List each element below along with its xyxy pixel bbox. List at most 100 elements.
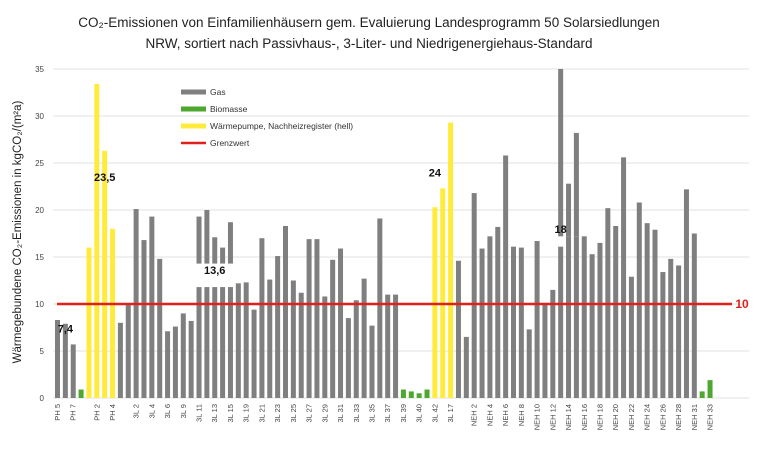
bar-series: [55, 84, 713, 398]
x-tick-3l-17: 3L 17: [446, 404, 455, 423]
annotation-4: 24: [429, 167, 442, 179]
bar-60: [518, 247, 524, 398]
bar-14: [157, 258, 163, 398]
x-tick-neh-16: NEH 16: [580, 404, 589, 430]
bar-58: [503, 155, 509, 398]
x-tick-3l-23: 3L 23: [273, 404, 282, 423]
overlay-bar-1: [196, 216, 202, 264]
x-tick-neh-14: NEH 14: [564, 404, 573, 430]
bar-32: [298, 292, 304, 398]
bar-10: [125, 304, 131, 398]
x-tick-3l-39: 3L 39: [399, 404, 408, 423]
bar-70: [597, 242, 603, 398]
bar-67: [573, 236, 579, 398]
x-tick-3l-33: 3L 33: [352, 404, 361, 423]
bar-15: [165, 331, 171, 398]
y-axis-label: Wärmegebundene CO₂-Emissionen in kgCO₂/(…: [12, 101, 24, 364]
legend: Gas Biomasse Wärmepumpe, Nachheizregister …: [181, 87, 353, 148]
bar-17: [180, 313, 186, 398]
bar-39: [353, 300, 359, 398]
bar-45: [400, 389, 406, 398]
x-tick-3l-11: 3L 11: [195, 404, 204, 422]
x-tick-neh-26: NEH 26: [658, 404, 667, 430]
bar-63: [542, 303, 548, 398]
bar-53: [463, 336, 469, 398]
bar-84: [707, 380, 713, 398]
x-tick-3l-25: 3L 25: [289, 404, 298, 423]
bar-69: [589, 254, 595, 398]
x-tick-3l-27: 3L 27: [305, 404, 314, 423]
overlay-bar-3: [212, 237, 218, 264]
y-tick-15: 15: [35, 253, 44, 262]
x-tick-3l-42: 3L 42: [430, 404, 439, 423]
y-tick-20: 20: [35, 206, 44, 215]
bar-76: [644, 223, 650, 398]
overlay-bar-2: [204, 210, 210, 264]
bar-12: [141, 240, 147, 398]
x-tick-neh-4: NEH 4: [485, 404, 494, 426]
bar-27: [259, 238, 265, 398]
bar-81: [683, 189, 689, 398]
bar-57: [495, 226, 501, 398]
bar-78: [660, 272, 666, 398]
legend-swatch-biomass: [181, 106, 206, 112]
bar-79: [668, 258, 674, 398]
bar-6: [94, 84, 100, 398]
bar-54: [471, 193, 477, 398]
legend-label-limit: Grenzwert: [210, 138, 250, 148]
legend-swatch-gas: [181, 89, 206, 95]
overlay-bar-6: [558, 69, 564, 237]
overlay-bars: [196, 69, 579, 264]
bar-50: [440, 188, 446, 398]
bar-47: [416, 393, 422, 398]
bar-29: [275, 256, 281, 398]
x-tick-neh-24: NEH 24: [643, 404, 652, 430]
annotation-1: 7,4: [58, 323, 74, 335]
x-tick-neh-8: NEH 8: [517, 404, 526, 426]
bar-2: [62, 323, 68, 398]
bar-34: [314, 239, 320, 398]
bar-42: [377, 218, 383, 398]
y-tick-5: 5: [40, 347, 45, 356]
bar-73: [621, 157, 627, 398]
overlay-bar-7: [566, 183, 572, 237]
legend-label-gas: Gas: [210, 87, 226, 97]
bar-13: [149, 216, 155, 398]
bar-68: [581, 236, 587, 398]
chart-title-line1: CO₂-Emissionen von Einfamilienhäusern ge…: [78, 15, 660, 30]
x-tick-3l-13: 3L 13: [210, 404, 219, 423]
y-tick-10: 10: [35, 300, 44, 309]
annotation-5: 18: [555, 224, 567, 236]
bar-56: [487, 236, 493, 398]
limit-label: 10: [735, 297, 749, 311]
bar-35: [322, 296, 328, 398]
overlay-bar-8: [573, 132, 579, 237]
bar-66: [566, 236, 572, 398]
bar-46: [408, 391, 414, 398]
bar-74: [628, 276, 634, 398]
y-tick-0: 0: [40, 394, 45, 403]
bar-24: [235, 283, 241, 398]
chart-title-line2: NRW, sortiert nach Passivhaus-, 3-Liter-…: [146, 36, 593, 51]
bar-75: [636, 202, 642, 398]
y-tick-25: 25: [35, 159, 44, 168]
y-tick-30: 30: [35, 112, 44, 121]
x-tick-3l-9: 3L 9: [179, 404, 188, 418]
x-tick-neh-20: NEH 20: [611, 404, 620, 430]
bar-59: [510, 246, 516, 398]
bar-49: [432, 207, 438, 398]
bar-44: [393, 294, 399, 398]
x-tick-3l-29: 3L 29: [320, 404, 329, 423]
x-tick-neh-31: NEH 31: [690, 404, 699, 430]
bar-9: [117, 322, 123, 398]
bar-3: [70, 344, 76, 398]
y-tick-labels: 0 5 10 15 20 25 30 35: [35, 65, 44, 403]
legend-label-biomass: Biomasse: [210, 104, 248, 114]
x-tick-neh-28: NEH 28: [674, 404, 683, 430]
bar-72: [613, 225, 619, 398]
bar-65: [558, 246, 564, 398]
annotation-2: 23,5: [94, 172, 115, 184]
bar-1: [55, 319, 60, 398]
bar-8: [110, 228, 116, 398]
